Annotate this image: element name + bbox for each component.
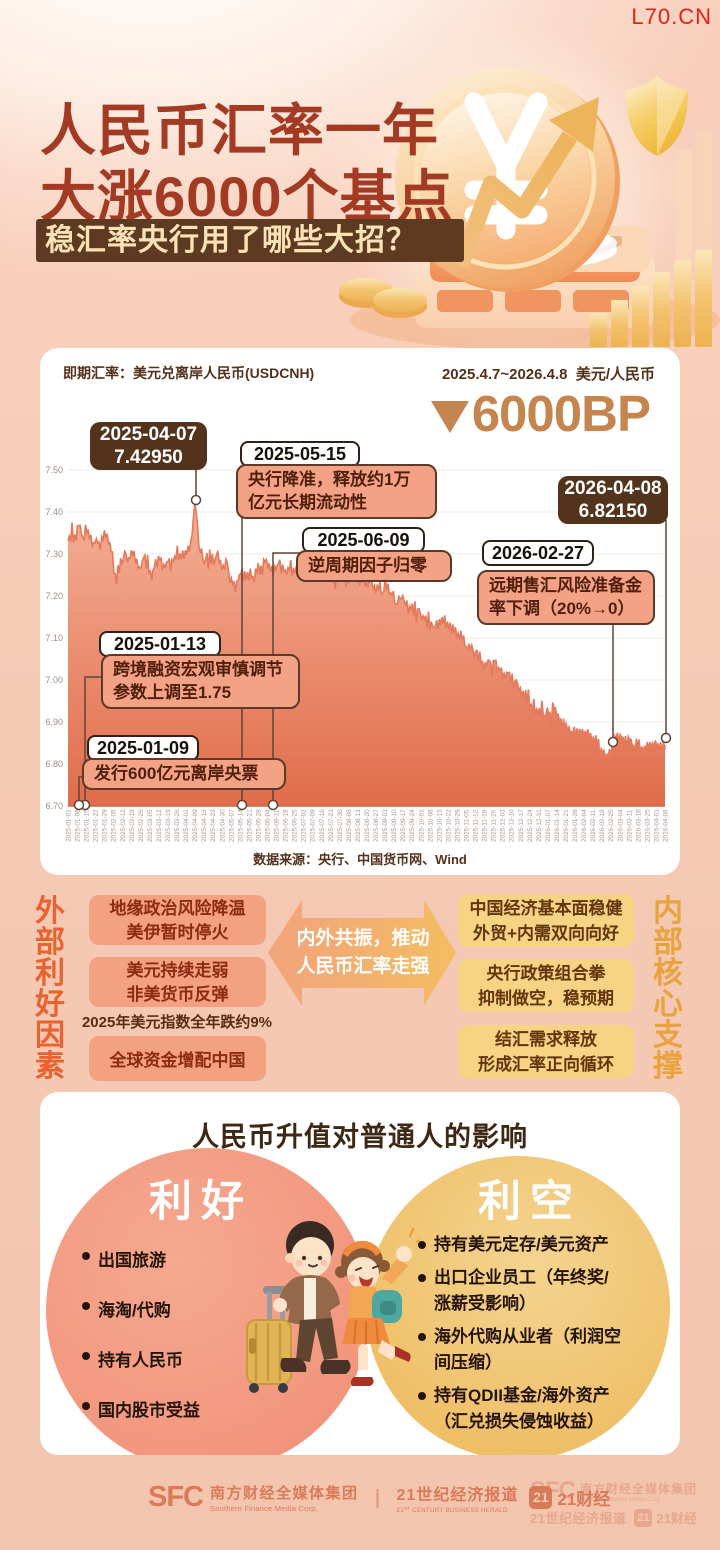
svg-text:6.80: 6.80 <box>45 759 63 769</box>
svg-text:2025-12-31: 2025-12-31 <box>536 809 543 842</box>
svg-text:2025-07-02: 2025-07-02 <box>301 809 308 842</box>
svg-text:2025-08-13: 2025-08-13 <box>355 809 362 842</box>
svg-text:2025-01-15: 2025-01-15 <box>84 809 91 842</box>
svg-text:2025-02-05: 2025-02-05 <box>111 809 118 842</box>
svg-text:2025-11-19: 2025-11-19 <box>482 809 489 842</box>
svg-text:2025-12-10: 2025-12-10 <box>509 809 516 842</box>
svg-text:2025-11-05: 2025-11-05 <box>464 809 471 842</box>
svg-text:7.10: 7.10 <box>45 633 63 643</box>
svg-text:2025-03-19: 2025-03-19 <box>165 809 172 842</box>
svg-text:6.70: 6.70 <box>45 801 63 811</box>
svg-text:2025-09-17: 2025-09-17 <box>400 809 407 842</box>
svg-text:2026-02-25: 2026-02-25 <box>608 809 615 842</box>
svg-text:2025-01-29: 2025-01-29 <box>102 809 109 842</box>
svg-text:2026-02-04: 2026-02-04 <box>581 809 588 842</box>
svg-text:2025-04-23: 2025-04-23 <box>210 809 217 842</box>
svg-text:2025-02-26: 2025-02-26 <box>138 809 145 842</box>
svg-text:2025-11-26: 2025-11-26 <box>491 809 498 842</box>
svg-text:2026-01-28: 2026-01-28 <box>572 809 579 842</box>
svg-text:2025-03-26: 2025-03-26 <box>174 809 181 842</box>
svg-text:2025-03-05: 2025-03-05 <box>147 809 154 842</box>
svg-text:2025-01-08: 2025-01-08 <box>75 809 82 842</box>
svg-text:2025-05-21: 2025-05-21 <box>246 809 253 842</box>
svg-text:2025-09-03: 2025-09-03 <box>382 809 389 842</box>
svg-text:2025-01-01: 2025-01-01 <box>66 809 73 842</box>
svg-text:2025-06-25: 2025-06-25 <box>292 809 299 842</box>
svg-text:2025-07-30: 2025-07-30 <box>337 809 344 842</box>
svg-text:2025-09-10: 2025-09-10 <box>391 809 398 842</box>
svg-text:2025-10-08: 2025-10-08 <box>427 809 434 842</box>
svg-text:2025-04-16: 2025-04-16 <box>201 809 208 842</box>
svg-text:2025-05-07: 2025-05-07 <box>228 809 235 842</box>
svg-text:2025-06-04: 2025-06-04 <box>265 809 272 842</box>
svg-text:2025-07-09: 2025-07-09 <box>310 809 317 842</box>
svg-text:2025-12-17: 2025-12-17 <box>518 809 525 842</box>
svg-text:2025-02-19: 2025-02-19 <box>129 809 136 842</box>
svg-text:2026-01-07: 2026-01-07 <box>545 809 552 842</box>
svg-text:2025-07-16: 2025-07-16 <box>319 809 326 842</box>
svg-text:2025-01-22: 2025-01-22 <box>93 809 100 842</box>
svg-text:2025-10-15: 2025-10-15 <box>436 809 443 842</box>
svg-text:2025-06-18: 2025-06-18 <box>283 809 290 842</box>
svg-text:2026-03-18: 2026-03-18 <box>635 809 642 842</box>
svg-text:2025-08-27: 2025-08-27 <box>373 809 380 842</box>
svg-text:2025-05-14: 2025-05-14 <box>237 809 244 842</box>
svg-text:2025-12-24: 2025-12-24 <box>527 809 534 842</box>
svg-text:2026-02-11: 2026-02-11 <box>590 809 597 842</box>
svg-text:2026-03-04: 2026-03-04 <box>617 809 624 842</box>
svg-text:2025-04-02: 2025-04-02 <box>183 809 190 842</box>
svg-text:7.00: 7.00 <box>45 675 63 685</box>
svg-text:2025-10-01: 2025-10-01 <box>418 809 425 842</box>
svg-text:2026-04-01: 2026-04-01 <box>654 809 661 842</box>
svg-text:7.50: 7.50 <box>45 465 63 475</box>
svg-text:2025-09-24: 2025-09-24 <box>409 809 416 842</box>
svg-text:2025-10-22: 2025-10-22 <box>445 809 452 842</box>
svg-text:2025-04-09: 2025-04-09 <box>192 809 199 842</box>
svg-text:2025-11-12: 2025-11-12 <box>473 809 480 842</box>
svg-text:2025-03-12: 2025-03-12 <box>156 809 163 842</box>
svg-text:2025-07-23: 2025-07-23 <box>328 809 335 842</box>
svg-text:7.30: 7.30 <box>45 549 63 559</box>
svg-text:2025-08-06: 2025-08-06 <box>346 809 353 842</box>
svg-text:2025-05-28: 2025-05-28 <box>256 809 263 842</box>
svg-text:2025-10-29: 2025-10-29 <box>455 809 462 842</box>
svg-text:2026-01-21: 2026-01-21 <box>563 809 570 842</box>
svg-text:7.20: 7.20 <box>45 591 63 601</box>
svg-text:2026-04-08: 2026-04-08 <box>663 809 670 842</box>
svg-text:2025-08-20: 2025-08-20 <box>364 809 371 842</box>
svg-text:2026-02-18: 2026-02-18 <box>599 809 606 842</box>
svg-text:2025-04-30: 2025-04-30 <box>219 809 226 842</box>
svg-text:6.90: 6.90 <box>45 717 63 727</box>
svg-text:2025-12-03: 2025-12-03 <box>500 809 507 842</box>
svg-text:2026-01-14: 2026-01-14 <box>554 809 561 842</box>
svg-text:2025-02-12: 2025-02-12 <box>120 809 127 842</box>
svg-text:2025-06-11: 2025-06-11 <box>274 809 281 842</box>
svg-text:2026-03-11: 2026-03-11 <box>626 809 633 842</box>
svg-text:2026-03-25: 2026-03-25 <box>644 809 651 842</box>
svg-text:7.40: 7.40 <box>45 507 63 517</box>
